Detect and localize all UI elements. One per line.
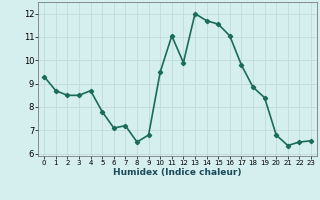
X-axis label: Humidex (Indice chaleur): Humidex (Indice chaleur) — [113, 168, 242, 177]
